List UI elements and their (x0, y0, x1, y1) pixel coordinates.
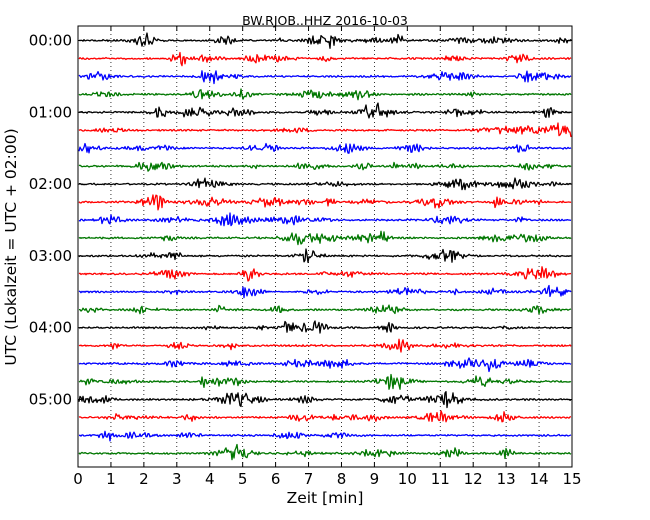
x-tick-label-6: 6 (271, 470, 281, 488)
trace-row-12 (78, 248, 572, 264)
chart-title: BW.RJOB..HHZ 2016-10-03 (242, 13, 408, 28)
trace-row-14 (78, 284, 572, 299)
x-tick-label-1: 1 (106, 470, 116, 488)
x-tick-label-14: 14 (530, 470, 549, 488)
y-axis-label: UTC (Lokalzeit = UTC + 02:00) (2, 128, 20, 365)
trace-row-3 (78, 88, 572, 101)
trace-row-1 (78, 51, 572, 67)
trace-row-8 (78, 177, 572, 191)
y-tick-label-3: 03:00 (29, 247, 72, 265)
trace-row-4 (78, 102, 572, 119)
trace-row-11 (78, 230, 572, 246)
trace-row-20 (78, 391, 572, 409)
trace-row-15 (78, 304, 572, 315)
trace-row-6 (78, 142, 572, 154)
y-axis: 00:00 01:00 02:00 03:00 04:00 05:00 (29, 32, 572, 409)
trace-row-22 (78, 430, 572, 442)
trace-row-23 (78, 443, 572, 461)
trace-row-10 (78, 212, 572, 227)
x-tick-label-4: 4 (205, 470, 215, 488)
trace-row-0 (78, 32, 572, 49)
x-tick-label-2: 2 (139, 470, 149, 488)
trace-row-7 (78, 161, 572, 172)
trace-row-19 (78, 373, 572, 390)
trace-row-18 (78, 357, 572, 373)
trace-row-21 (78, 410, 572, 423)
y-tick-label-4: 04:00 (29, 319, 72, 337)
y-tick-label-2: 02:00 (29, 175, 72, 193)
x-tick-label-7: 7 (304, 470, 314, 488)
x-axis-label: Zeit [min] (287, 489, 364, 507)
y-tick-label-5: 05:00 (29, 391, 72, 409)
x-tick-label-3: 3 (172, 470, 182, 488)
trace-row-2 (78, 70, 572, 85)
x-axis: 0 1 2 3 4 5 6 7 8 9 10 11 12 13 14 15 (73, 26, 582, 488)
traces (78, 32, 572, 461)
x-tick-label-0: 0 (73, 470, 83, 488)
trace-row-9 (78, 194, 572, 211)
x-tick-label-8: 8 (337, 470, 347, 488)
trace-row-17 (78, 338, 572, 353)
x-tick-label-10: 10 (398, 470, 417, 488)
x-tick-label-12: 12 (464, 470, 483, 488)
trace-row-16 (78, 320, 572, 334)
x-tick-label-9: 9 (370, 470, 380, 488)
x-tick-label-11: 11 (431, 470, 450, 488)
trace-row-5 (78, 122, 572, 138)
y-tick-label-0: 00:00 (29, 32, 72, 50)
trace-row-13 (78, 266, 572, 282)
plot-frame (77, 25, 573, 468)
grid-lines (110, 26, 540, 467)
x-tick-label-15: 15 (562, 470, 581, 488)
x-tick-label-5: 5 (238, 470, 248, 488)
y-tick-label-1: 01:00 (29, 103, 72, 121)
x-tick-label-13: 13 (497, 470, 516, 488)
